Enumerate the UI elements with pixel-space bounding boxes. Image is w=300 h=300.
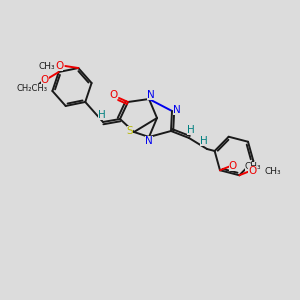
Text: H: H — [187, 125, 195, 135]
Text: CH₃: CH₃ — [38, 61, 55, 70]
Text: N: N — [145, 136, 153, 146]
Text: O: O — [40, 75, 49, 85]
Text: CH₃: CH₃ — [245, 162, 262, 171]
Text: H: H — [98, 110, 106, 120]
Text: N: N — [147, 90, 155, 100]
Text: O: O — [248, 166, 256, 176]
Text: O: O — [55, 61, 64, 71]
Text: O: O — [229, 161, 237, 171]
Text: O: O — [109, 90, 117, 100]
Text: H: H — [200, 136, 208, 146]
Text: S: S — [127, 126, 133, 136]
Text: CH₂CH₃: CH₂CH₃ — [16, 83, 47, 92]
Text: CH₃: CH₃ — [264, 167, 281, 176]
Text: N: N — [173, 105, 181, 115]
